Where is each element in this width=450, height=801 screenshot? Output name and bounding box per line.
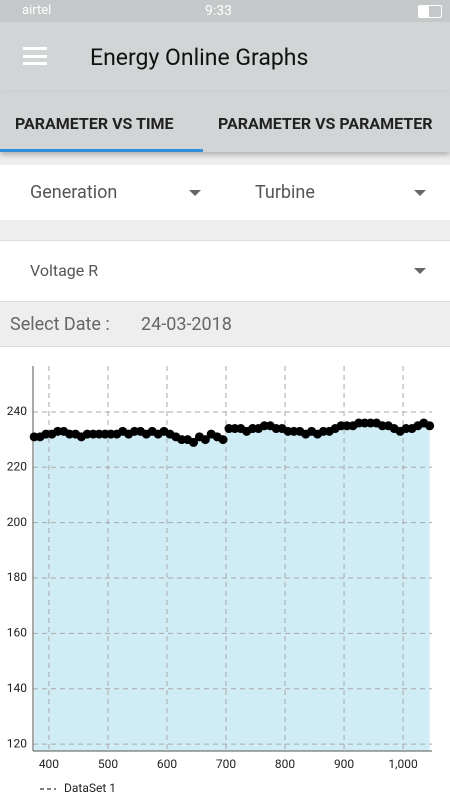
app-title: Energy Online Graphs [90, 44, 309, 71]
data-point [218, 435, 228, 445]
menu-button[interactable] [23, 47, 47, 65]
tab[interactable]: PARAMETER VS PARAMETER [218, 114, 433, 133]
legend-label: DataSet 1 [64, 781, 116, 795]
battery [418, 5, 442, 18]
x-tick-label: 500 [98, 757, 118, 771]
x-tick-label: 600 [157, 757, 177, 771]
carrier: airtel [22, 3, 52, 18]
y-tick-label: 200 [7, 515, 27, 529]
x-tick-label: 800 [275, 757, 295, 771]
category-dropdown[interactable]: Generation [30, 182, 118, 203]
dropdown-arrow [189, 190, 201, 196]
y-tick-label: 160 [7, 626, 27, 640]
parameter-dropdown[interactable]: Voltage R [30, 261, 99, 280]
data-point [425, 421, 435, 431]
x-tick-label: 1,000 [388, 757, 418, 771]
y-tick-label: 140 [7, 681, 27, 695]
x-tick-label: 400 [39, 757, 59, 771]
tab-indicator [0, 149, 203, 152]
y-tick-label: 240 [7, 404, 27, 418]
date-value[interactable]: 24-03-2018 [141, 314, 232, 335]
app-bar: Energy Online Graphs [0, 22, 450, 92]
clock: 9:33 [205, 3, 232, 19]
tab-bar: PARAMETER VS TIME PARAMETER VS PARAMETER [0, 92, 450, 152]
y-tick-label: 220 [7, 459, 27, 473]
x-tick-label: 700 [216, 757, 236, 771]
chart: 120 140 160 180 200 220 240 400 500 600 700 800 900 1… [0, 346, 450, 801]
unit-dropdown[interactable]: Turbine [255, 182, 315, 203]
date-label: Select Date : [10, 314, 110, 335]
y-tick-label: 180 [7, 570, 27, 584]
status-bar: airtel 9:33 [0, 0, 450, 22]
dropdown-arrow [414, 268, 426, 274]
data-point [189, 437, 199, 447]
dropdown-arrow [414, 190, 426, 196]
area [34, 423, 430, 751]
x-tick-label: 900 [334, 757, 354, 771]
filter-row: Generation Turbine [0, 165, 450, 220]
tab[interactable]: PARAMETER VS TIME [15, 114, 174, 133]
parameter-row: Voltage R [0, 240, 450, 302]
data-point [200, 435, 210, 445]
y-tick-label: 120 [7, 736, 27, 750]
